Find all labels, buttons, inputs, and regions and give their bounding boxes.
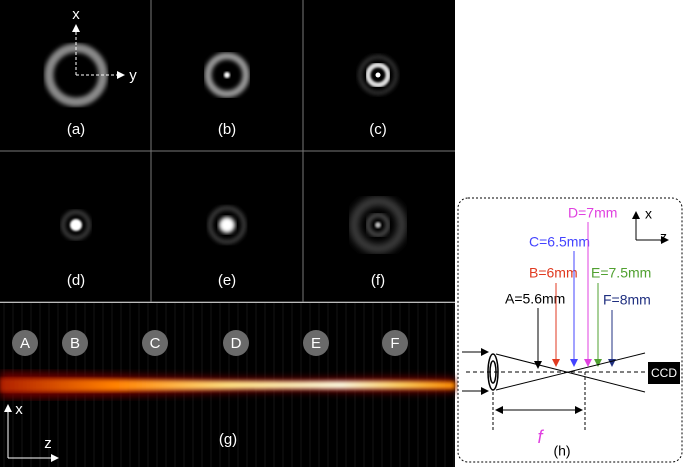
axis-label: x bbox=[72, 6, 80, 23]
panel-label: (c) bbox=[369, 121, 387, 138]
position-label: D=7mm bbox=[568, 205, 617, 221]
panel-label: (d) bbox=[67, 272, 85, 289]
marker-circle bbox=[223, 330, 249, 356]
marker-label: A bbox=[20, 335, 30, 352]
panel-label: (b) bbox=[218, 121, 236, 138]
beam-profile-d: (d) bbox=[61, 210, 91, 289]
axis-label: x bbox=[645, 206, 652, 222]
focal-label: f bbox=[537, 427, 544, 447]
detector-label: CCD bbox=[651, 366, 677, 380]
beam-profile-c: (c) bbox=[358, 55, 398, 138]
marker-label: F bbox=[390, 335, 399, 352]
beam-profile-f: (f) bbox=[350, 197, 406, 289]
panel-label: (f) bbox=[371, 272, 385, 289]
position-label: C=6.5mm bbox=[529, 234, 590, 250]
axis-label: y bbox=[129, 67, 137, 84]
setup-diagram: x z D=7mm C=6.5mm B=6mm E=7.5mm A=5.6mm … bbox=[457, 197, 683, 463]
marker-circle bbox=[142, 330, 168, 356]
panel-label: (e) bbox=[218, 272, 236, 289]
position-label: E=7.5mm bbox=[591, 265, 651, 281]
marker-label: D bbox=[231, 335, 242, 352]
beam-profile-a: x y (a) bbox=[44, 6, 137, 138]
beam-profile-b: (b) bbox=[204, 52, 250, 138]
marker-circle bbox=[62, 330, 88, 356]
marker-circle bbox=[382, 330, 408, 356]
panel-label: (a) bbox=[67, 121, 85, 138]
marker-label: C bbox=[150, 335, 161, 352]
propagation-panel: A B C D E F x z (g) bbox=[0, 303, 455, 467]
panel-label: (g) bbox=[219, 431, 237, 448]
position-label: F=8mm bbox=[603, 292, 651, 308]
position-label: B=6mm bbox=[529, 265, 578, 281]
beam-profile-e: (e) bbox=[208, 206, 246, 289]
marker-label: E bbox=[311, 335, 321, 352]
panel-label: (h) bbox=[553, 443, 570, 459]
marker-label: B bbox=[70, 335, 80, 352]
axis-label: z bbox=[44, 435, 52, 452]
marker-circle bbox=[12, 330, 38, 356]
position-label: A=5.6mm bbox=[505, 291, 565, 307]
marker-circle bbox=[303, 330, 329, 356]
axis-label: x bbox=[15, 401, 23, 418]
axis-label: z bbox=[660, 229, 667, 245]
